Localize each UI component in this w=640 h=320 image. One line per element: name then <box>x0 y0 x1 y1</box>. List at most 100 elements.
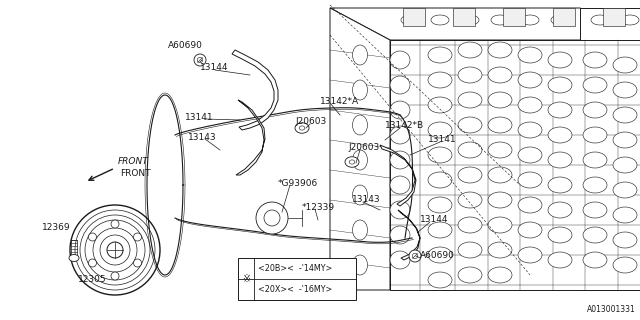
Ellipse shape <box>488 142 512 158</box>
Ellipse shape <box>518 122 542 138</box>
Text: 13141: 13141 <box>185 113 214 122</box>
Ellipse shape <box>583 127 607 143</box>
Ellipse shape <box>583 77 607 93</box>
Ellipse shape <box>345 157 359 167</box>
Ellipse shape <box>428 247 452 263</box>
Text: J20603: J20603 <box>348 143 380 153</box>
Text: 13144: 13144 <box>200 63 228 73</box>
Ellipse shape <box>518 197 542 213</box>
Text: <20X><  -'16MY>: <20X>< -'16MY> <box>258 285 332 294</box>
Circle shape <box>111 220 119 228</box>
Polygon shape <box>398 210 420 260</box>
Polygon shape <box>330 8 640 40</box>
Ellipse shape <box>431 15 449 25</box>
Ellipse shape <box>458 192 482 208</box>
Ellipse shape <box>390 201 410 219</box>
Text: *G93906: *G93906 <box>278 179 318 188</box>
Polygon shape <box>236 100 265 175</box>
Ellipse shape <box>621 15 639 25</box>
Text: A013001331: A013001331 <box>588 305 636 314</box>
Circle shape <box>88 259 97 267</box>
Text: ※: ※ <box>242 274 250 284</box>
Ellipse shape <box>591 15 609 25</box>
Ellipse shape <box>488 92 512 108</box>
Ellipse shape <box>518 97 542 113</box>
Ellipse shape <box>613 207 637 223</box>
Ellipse shape <box>583 202 607 218</box>
Text: 13144: 13144 <box>420 215 449 225</box>
Ellipse shape <box>458 167 482 183</box>
Ellipse shape <box>488 167 512 183</box>
Ellipse shape <box>353 185 367 205</box>
Text: *12339: *12339 <box>302 203 335 212</box>
Circle shape <box>134 259 141 267</box>
Circle shape <box>409 250 421 262</box>
Ellipse shape <box>488 267 512 283</box>
Ellipse shape <box>518 47 542 63</box>
Ellipse shape <box>390 251 410 269</box>
Ellipse shape <box>521 15 539 25</box>
Ellipse shape <box>613 82 637 98</box>
Ellipse shape <box>353 255 367 275</box>
Ellipse shape <box>428 122 452 138</box>
Ellipse shape <box>461 15 479 25</box>
Ellipse shape <box>390 76 410 94</box>
Text: <20B><  -'14MY>: <20B>< -'14MY> <box>258 264 332 273</box>
Text: 12369: 12369 <box>42 223 70 233</box>
Ellipse shape <box>300 126 305 130</box>
Polygon shape <box>380 145 416 206</box>
Ellipse shape <box>548 152 572 168</box>
Bar <box>603 8 625 26</box>
Ellipse shape <box>458 42 482 58</box>
Bar <box>503 8 525 26</box>
Bar <box>264 210 280 226</box>
Text: 13142*B: 13142*B <box>385 122 424 131</box>
Ellipse shape <box>428 272 452 288</box>
Circle shape <box>88 233 97 241</box>
Ellipse shape <box>518 222 542 238</box>
Ellipse shape <box>548 227 572 243</box>
Ellipse shape <box>428 222 452 238</box>
Ellipse shape <box>613 157 637 173</box>
Ellipse shape <box>613 132 637 148</box>
Bar <box>453 8 475 26</box>
Ellipse shape <box>488 217 512 233</box>
Ellipse shape <box>401 15 419 25</box>
Ellipse shape <box>428 47 452 63</box>
Ellipse shape <box>488 67 512 83</box>
Ellipse shape <box>353 115 367 135</box>
Text: 13143: 13143 <box>352 196 381 204</box>
Polygon shape <box>330 8 390 290</box>
Ellipse shape <box>548 77 572 93</box>
Ellipse shape <box>548 127 572 143</box>
Ellipse shape <box>583 227 607 243</box>
Ellipse shape <box>428 197 452 213</box>
Circle shape <box>134 233 141 241</box>
Ellipse shape <box>613 182 637 198</box>
Ellipse shape <box>548 177 572 193</box>
Ellipse shape <box>353 80 367 100</box>
Ellipse shape <box>613 107 637 123</box>
Bar <box>553 8 575 26</box>
Ellipse shape <box>613 57 637 73</box>
Ellipse shape <box>428 72 452 88</box>
Ellipse shape <box>390 226 410 244</box>
Ellipse shape <box>583 102 607 118</box>
Ellipse shape <box>613 257 637 273</box>
Ellipse shape <box>518 147 542 163</box>
Ellipse shape <box>428 97 452 113</box>
Ellipse shape <box>583 152 607 168</box>
Polygon shape <box>580 8 640 290</box>
Ellipse shape <box>390 51 410 69</box>
Ellipse shape <box>458 92 482 108</box>
Text: J20603: J20603 <box>295 116 326 125</box>
Ellipse shape <box>518 72 542 88</box>
Polygon shape <box>390 40 640 290</box>
Ellipse shape <box>390 176 410 194</box>
Ellipse shape <box>353 150 367 170</box>
Ellipse shape <box>428 147 452 163</box>
Ellipse shape <box>518 172 542 188</box>
Ellipse shape <box>458 67 482 83</box>
Text: 13143: 13143 <box>188 132 216 141</box>
Ellipse shape <box>488 42 512 58</box>
